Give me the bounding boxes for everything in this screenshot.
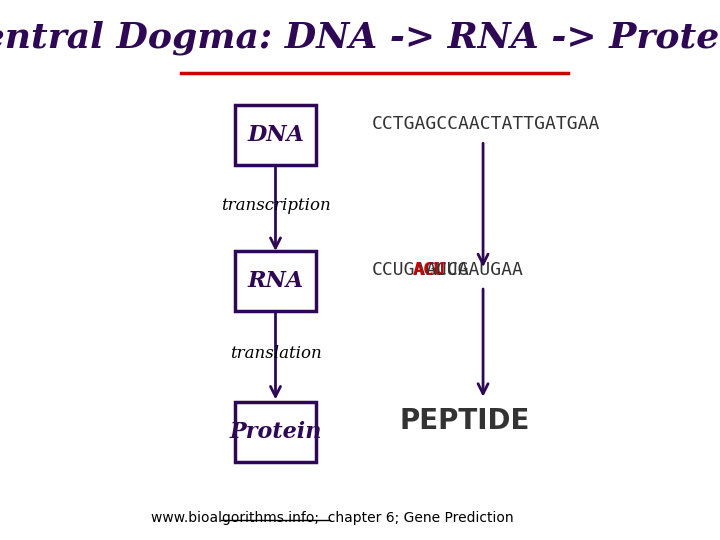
Text: Protein: Protein <box>229 421 322 443</box>
Text: ACU: ACU <box>413 261 445 279</box>
Text: Central Dogma: DNA -> RNA -> Protein: Central Dogma: DNA -> RNA -> Protein <box>0 21 720 55</box>
FancyBboxPatch shape <box>235 402 315 462</box>
Text: translation: translation <box>230 345 321 362</box>
Text: transcription: transcription <box>220 197 330 214</box>
Text: PEPTIDE: PEPTIDE <box>399 407 529 435</box>
Text: www.bioalgorithms.info;  chapter 6; Gene Prediction: www.bioalgorithms.info; chapter 6; Gene … <box>150 511 513 525</box>
Text: DNA: DNA <box>247 124 304 146</box>
Text: RNA: RNA <box>248 270 304 292</box>
FancyBboxPatch shape <box>235 251 315 310</box>
Text: AUUGAUGAA: AUUGAUGAA <box>426 261 524 279</box>
Text: CCUGAGCCA: CCUGAGCCA <box>372 261 470 279</box>
FancyBboxPatch shape <box>235 105 315 165</box>
Text: CCTGAGCCAACTATTGATGAA: CCTGAGCCAACTATTGATGAA <box>372 115 600 133</box>
